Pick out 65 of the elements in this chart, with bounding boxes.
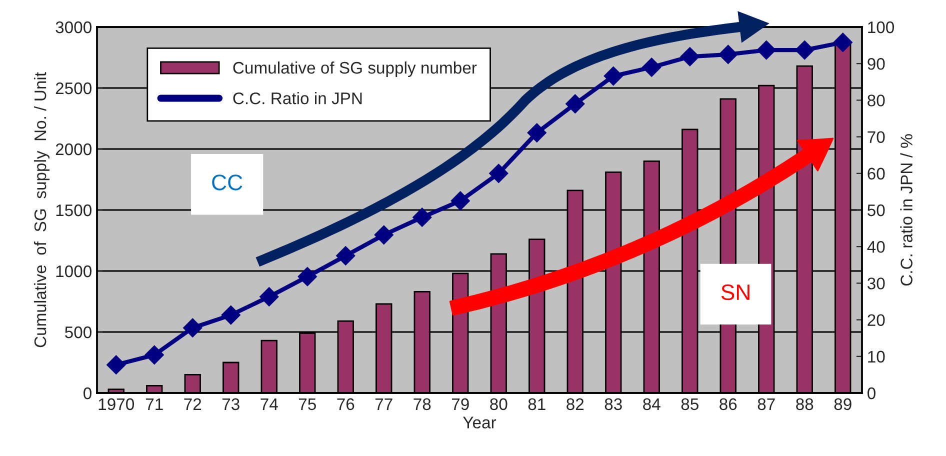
x-tick-label: 75 bbox=[298, 398, 316, 410]
x-tick-label: 80 bbox=[490, 398, 508, 410]
x-tick-label: 89 bbox=[834, 398, 852, 410]
x-tick-label: 85 bbox=[681, 398, 698, 410]
y2-axis-title: C.C. ratio in JPN / % bbox=[900, 134, 912, 286]
x-tick-label: 73 bbox=[222, 398, 240, 410]
x-tick-label: 72 bbox=[184, 398, 202, 410]
annotation: CC bbox=[212, 174, 242, 190]
point bbox=[795, 40, 814, 60]
x-tick-label: 77 bbox=[375, 398, 392, 410]
point bbox=[680, 47, 700, 66]
y2-tick-label: 70 bbox=[868, 131, 885, 144]
x-tick-label: 79 bbox=[452, 398, 469, 410]
point bbox=[527, 123, 546, 142]
x-tick-label: 87 bbox=[758, 398, 775, 410]
y-tick-label: 1000 bbox=[56, 265, 92, 278]
y2-tick-label: 60 bbox=[868, 168, 885, 180]
y-tick-label: 500 bbox=[65, 326, 92, 338]
y2-tick-label: 40 bbox=[867, 241, 885, 253]
y2-tick-label: 20 bbox=[868, 314, 885, 326]
y2-tick-label: 30 bbox=[867, 278, 885, 290]
legend-label: C.C. Ratio in JPN bbox=[233, 92, 362, 104]
point bbox=[566, 94, 585, 114]
point bbox=[298, 267, 317, 286]
legend-label: Cumulative of SG supply number bbox=[233, 61, 477, 78]
point bbox=[642, 58, 662, 77]
y2-tick-label: 50 bbox=[868, 204, 885, 216]
y-axis-title: Cumulative of SG supply No. / Unit bbox=[34, 72, 50, 348]
x-tick-label: 76 bbox=[337, 398, 354, 410]
y-tick-label: 1500 bbox=[56, 204, 92, 216]
point bbox=[260, 287, 279, 306]
point bbox=[106, 355, 126, 374]
point bbox=[412, 208, 432, 227]
point bbox=[833, 32, 852, 52]
y-tick-label: 2500 bbox=[56, 82, 92, 94]
point bbox=[221, 306, 240, 325]
annotation: SN bbox=[721, 284, 750, 300]
x-tick-label: 74 bbox=[260, 398, 278, 410]
x-tick-label: 1970 bbox=[98, 398, 134, 410]
y2-tick-label: 10 bbox=[868, 350, 885, 363]
y2-tick-label: 90 bbox=[868, 58, 885, 70]
y-tick-label: 3000 bbox=[56, 21, 92, 34]
y-tick-label: 2000 bbox=[56, 143, 92, 156]
point bbox=[144, 345, 164, 364]
point bbox=[183, 318, 202, 338]
x-tick-label: 82 bbox=[566, 398, 584, 410]
x-tick-label: 81 bbox=[528, 398, 546, 410]
y2-tick-label: 0 bbox=[868, 387, 876, 400]
x-tick-label: 88 bbox=[796, 398, 814, 410]
point bbox=[336, 246, 356, 266]
x-tick-label: 86 bbox=[720, 398, 737, 410]
y2-tick-label: 80 bbox=[868, 94, 885, 106]
x-tick-label: 84 bbox=[643, 398, 660, 410]
x-tick-label: 83 bbox=[604, 398, 622, 410]
point bbox=[489, 164, 508, 183]
x-axis-title: Year bbox=[463, 416, 496, 428]
y-tick-label: 0 bbox=[84, 387, 92, 400]
point bbox=[604, 66, 623, 86]
x-tick-label: 78 bbox=[414, 398, 431, 410]
point bbox=[718, 44, 738, 64]
point bbox=[450, 191, 470, 210]
point bbox=[756, 40, 776, 60]
point bbox=[374, 225, 394, 244]
x-tick-label: 71 bbox=[146, 398, 163, 410]
y2-tick-label: 100 bbox=[868, 21, 894, 34]
